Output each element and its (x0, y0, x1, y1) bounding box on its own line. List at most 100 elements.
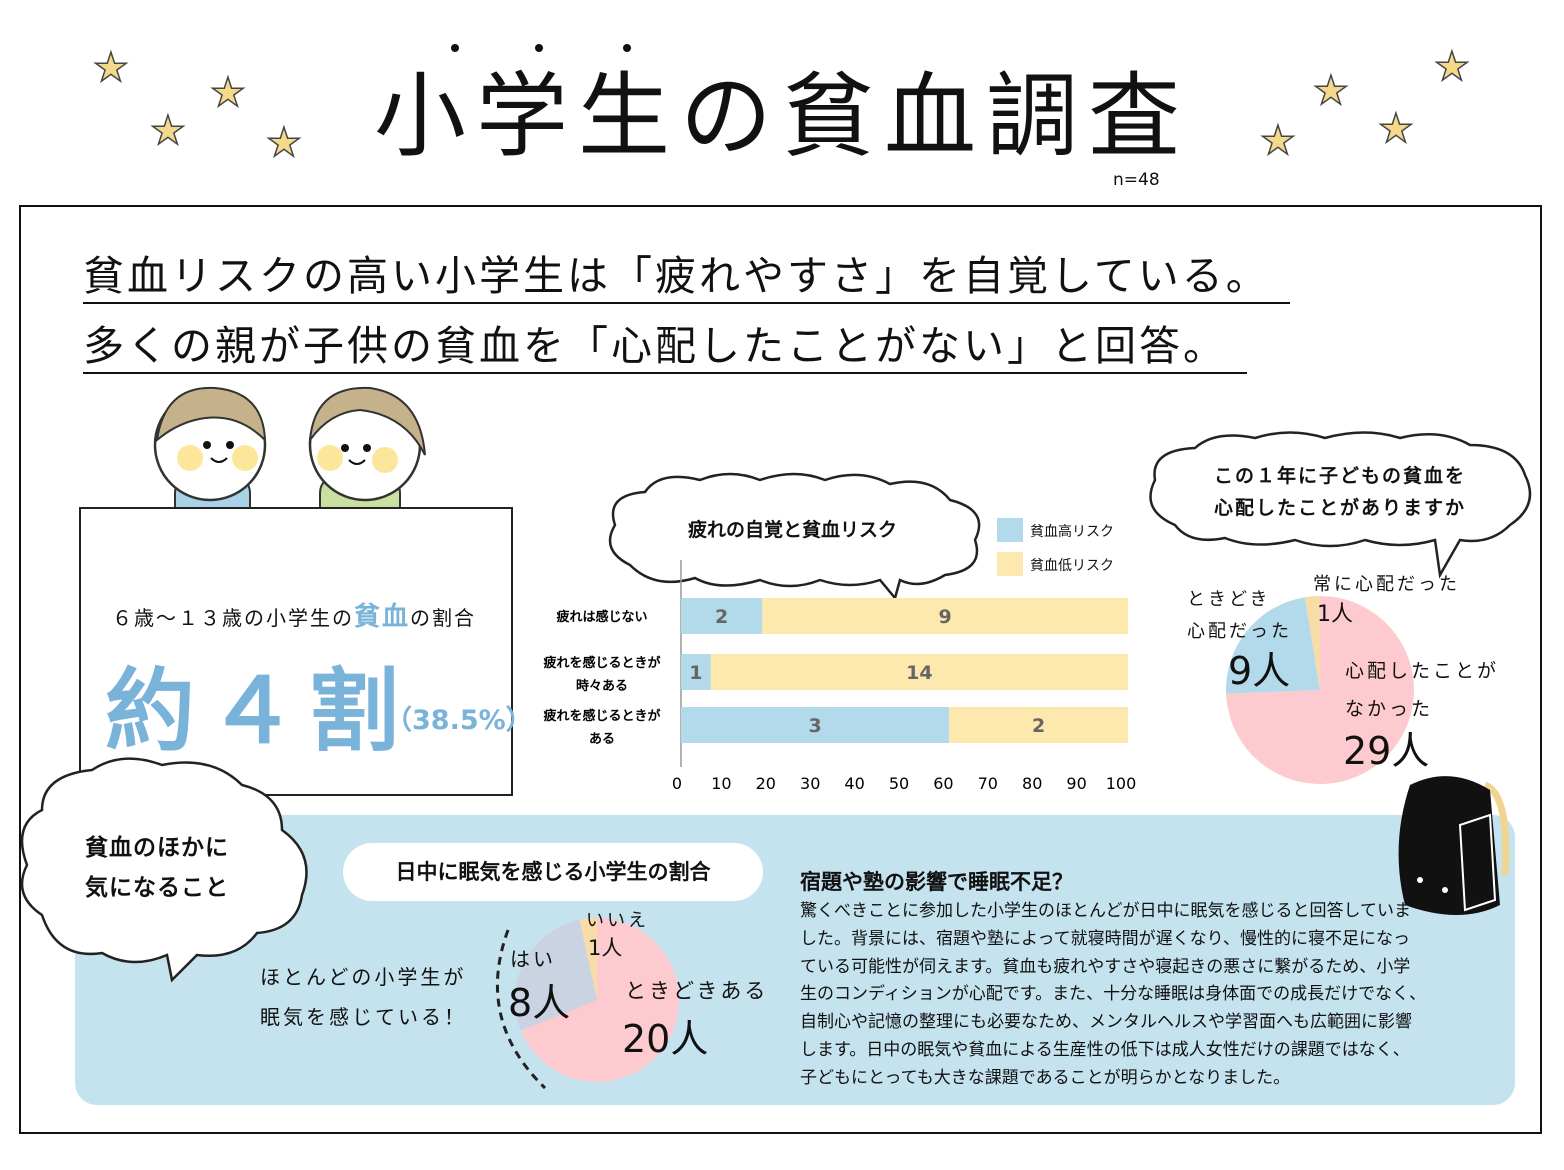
value: 20 (622, 1017, 671, 1061)
bar-segment (710, 654, 1128, 690)
pie1-title-cloud (1149, 431, 1532, 579)
sample-size: n=48 (1113, 170, 1160, 190)
pie1-value-never: 29人 (1343, 720, 1429, 775)
legend-swatch-high (997, 518, 1023, 542)
x-tick-label: 50 (889, 774, 909, 793)
bar-value-label: 9 (939, 606, 952, 628)
pie2-label-no: いいえ (586, 910, 649, 931)
x-tick-label: 60 (933, 774, 953, 793)
x-tick-label: 100 (1106, 774, 1137, 793)
bar-chart-title: 疲れの自覚と貧血リスク (687, 519, 897, 541)
star-icon: ★ (209, 69, 246, 117)
pie1-label-always: 常に心配だった (1313, 574, 1460, 595)
paragraph-heading: 宿題や塾の影響で睡眠不足？ (800, 870, 1073, 894)
page-title: 小学生の貧血調査 (373, 63, 1190, 170)
paragraph-line: 驚くべきことに参加した小学生のほとんどが日中に眠気を感じると回答していま (800, 901, 1411, 921)
legend-swatch-low (997, 552, 1023, 576)
pie1-value-sometimes: 9人 (1228, 640, 1290, 695)
pie-slice (520, 918, 679, 1082)
stat-big: 約４割 (105, 659, 411, 764)
unit: 人 (1252, 649, 1291, 693)
unit: 人 (1391, 729, 1430, 773)
pie-chart-sleepiness (496, 918, 679, 1090)
value: 9 (1228, 649, 1253, 693)
star-icon: ★ (1377, 105, 1414, 153)
line: 貧血のほかに (85, 835, 229, 861)
paragraph-line: 自制心や記憶の整理にも必要なため、メンタルヘルスや学習面へも広範囲に影響 (800, 1012, 1412, 1033)
paragraph-body: 驚くべきことに参加した小学生のほとんどが日中に眠気を感じると回答していま した。背… (800, 898, 1480, 1093)
bar-value-label: 2 (1032, 715, 1045, 737)
bar-segment (681, 598, 763, 634)
bar-value-label: 1 (689, 662, 702, 684)
x-tick-label: 90 (1066, 774, 1086, 793)
sleep-chart-title: 日中に眠気を感じる小学生の割合 (343, 843, 763, 901)
star-icon: ★ (149, 107, 186, 155)
bar-segment (949, 707, 1128, 743)
pie1-label-sometimes: ときどき 心配だった (1187, 584, 1292, 648)
paragraph-line: ている可能性が伺えます。貧血も疲れやすさや寝起きの悪さに繋がるため、小学 (800, 956, 1411, 977)
headline-2: 多くの親が子供の貧血を「心配したことがない」と回答。 (83, 320, 1247, 374)
dashed-arc (496, 929, 547, 1090)
pie-slice (579, 918, 597, 1000)
pie2-label-yes: はい (510, 947, 556, 971)
line: 眠気を感じている！ (260, 1005, 467, 1029)
line: なかった (1345, 698, 1434, 720)
sleep-note: ほとんどの小学生が 眠気を感じている！ (260, 957, 467, 1037)
pie1-title: この１年に子どもの貧血を 心配したことがありますか (1150, 460, 1530, 524)
bar-chart: 2人9人疲れは感じない1人14人疲れを感じるときが時々ある3人2人疲れを感じると… (543, 560, 1137, 793)
pie-chart-worry (1226, 596, 1414, 784)
pie1-title-line: この１年に子どもの貧血を (1213, 465, 1466, 487)
x-tick-label: 80 (1022, 774, 1042, 793)
value: 29 (1343, 729, 1392, 773)
pie-slice (515, 919, 597, 1031)
bar-value-label: 14 (906, 662, 932, 684)
star-icon: ★ (1312, 67, 1349, 115)
value: 1 (588, 936, 602, 960)
emphasis-dot (623, 44, 631, 52)
line: 気になること (85, 875, 229, 901)
pie-slice (1304, 596, 1320, 690)
child-left (153, 386, 267, 526)
pie2-value-sometimes: 20人 (622, 1008, 708, 1063)
category-label: ある (589, 732, 615, 747)
legend-label-low: 貧血低リスク (1030, 558, 1114, 574)
unit: 人 (670, 1017, 709, 1061)
stat-label-pre: ６歳～１３歳の小学生の (112, 606, 354, 630)
bar-title-cloud (608, 472, 981, 600)
stat-percent: （38.5%） (385, 705, 533, 736)
child-right (308, 386, 426, 526)
x-tick-label: 0 (672, 774, 682, 793)
side-cloud-text: 貧血のほかに 気になること (85, 828, 229, 908)
emphasis-dot (451, 44, 459, 52)
stat-label-post: の割合 (410, 606, 477, 630)
side-cloud (20, 757, 308, 983)
pie-slice (1226, 597, 1320, 694)
x-tick-label: 40 (844, 774, 864, 793)
line: ときどき (1187, 589, 1271, 610)
x-tick-label: 10 (711, 774, 731, 793)
paragraph-line: 子どもにとっても大きな課題であることが明らかとなりました。 (800, 1067, 1291, 1088)
category-label: 疲れを感じるときが (543, 655, 660, 671)
line: ほとんどの小学生が (260, 965, 467, 989)
line: 心配したことが (1345, 660, 1500, 682)
star-icon: ★ (1259, 117, 1296, 165)
bar-segment (762, 598, 1128, 634)
value: 1 (1317, 602, 1331, 627)
pie1-label-never: 心配したことが なかった (1345, 652, 1499, 728)
bar-segment (681, 707, 950, 743)
category-label: 疲れを感じるときが (543, 708, 660, 724)
paragraph-line: 生のコンディションが心配です。また、十分な睡眠は身体面での成長だけでなく、 (800, 984, 1427, 1005)
value: 8 (508, 981, 533, 1025)
sleep-panel (75, 815, 1515, 1105)
legend-label-high: 貧血高リスク (1030, 524, 1114, 540)
unit: 人 (601, 936, 623, 960)
pie1-title-line: 心配したことがありますか (1213, 497, 1466, 519)
headline-1: 貧血リスクの高い小学生は「疲れやすさ」を自覚している。 (83, 250, 1290, 304)
content-frame (19, 205, 1542, 1134)
bar-value-label: 2 (715, 606, 728, 628)
pie1-value-always: 1人 (1317, 596, 1353, 628)
line: 心配だった (1187, 621, 1292, 642)
x-tick-label: 30 (800, 774, 820, 793)
stat-label: ６歳～１３歳の小学生の貧血の割合 (112, 596, 476, 633)
paragraph-line: した。背景には、宿題や塾によって就寝時間が遅くなり、慢性的に寝不足になっ (800, 928, 1410, 949)
